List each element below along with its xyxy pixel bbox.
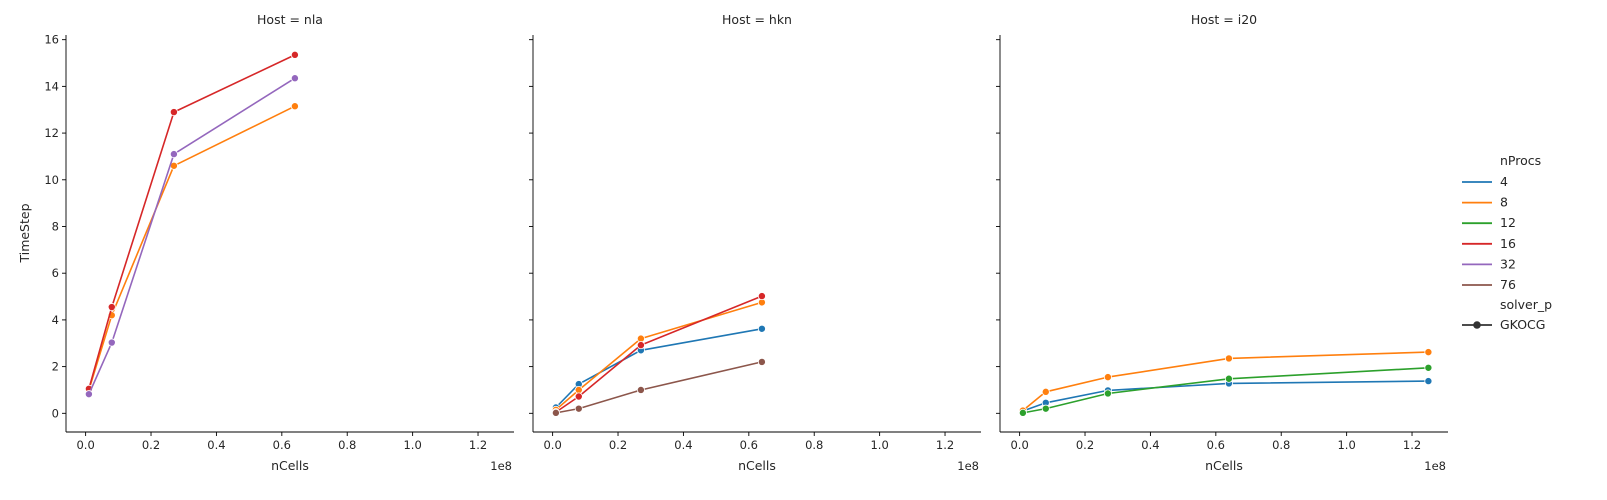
data-point-12 [1424, 363, 1433, 372]
x-tick-label: 1.0 [870, 438, 888, 452]
x-tick-label: 1.0 [1337, 438, 1355, 452]
legend: nProcs 4 8 12 16 32 76 solver_p GKOCG [1462, 153, 1552, 332]
legend-entry-label: 8 [1500, 195, 1508, 210]
x-tick-label: 0.4 [207, 438, 225, 452]
legend-entry-label: 16 [1500, 236, 1516, 251]
y-tick-label: 8 [52, 219, 59, 233]
x-tick-label: 0.8 [1272, 438, 1290, 452]
panel-1: Host = hkn 0.0 0.2 0.4 0.6 0.8 1.0 1.2 nCells 1e8 [529, 12, 981, 473]
x-tick-label: 1.2 [936, 438, 954, 452]
data-point-32 [107, 338, 116, 347]
legend-title-hue: nProcs [1500, 153, 1541, 168]
x-tick-label: 0.6 [273, 438, 291, 452]
data-point-8 [1224, 354, 1233, 363]
legend-title-style: solver_p [1500, 297, 1552, 312]
data-point-76 [757, 357, 766, 366]
series-line-8 [88, 105, 296, 391]
data-point-16 [636, 341, 645, 350]
series-line-16 [555, 295, 763, 413]
series-line-8 [555, 301, 763, 411]
y-tick-label: 12 [44, 126, 59, 140]
x-tick-label: 0.6 [1207, 438, 1225, 452]
x-offset-label: 1e8 [1424, 459, 1446, 473]
legend-entry-label: 32 [1500, 256, 1516, 271]
y-tick-label: 14 [44, 79, 59, 93]
x-offset-label: 1e8 [957, 459, 979, 473]
legend-style-marker [1473, 321, 1481, 329]
x-axis-label: nCells [738, 458, 776, 473]
data-point-32 [84, 390, 93, 399]
data-point-16 [574, 392, 583, 401]
x-tick-label: 0.0 [1010, 438, 1028, 452]
panel-0: Host = nla 0.0 0.2 0.4 0.6 0.8 1.0 1.2 0 2 4 6 8 10 12… [44, 12, 514, 473]
x-tick-label: 0.8 [805, 438, 823, 452]
series-line-32 [88, 77, 296, 395]
legend-style-label: GKOCG [1500, 317, 1545, 332]
data-point-16 [290, 50, 299, 59]
y-tick-label: 16 [44, 33, 59, 47]
legend-entry-label: 4 [1500, 174, 1508, 189]
x-tick-label: 0.6 [740, 438, 758, 452]
data-point-32 [169, 150, 178, 159]
data-point-32 [290, 74, 299, 83]
data-point-8 [1103, 373, 1112, 382]
series-line-16 [88, 54, 296, 390]
x-tick-label: 1.2 [469, 438, 487, 452]
x-axis-label: nCells [271, 458, 309, 473]
x-tick-label: 1.0 [403, 438, 421, 452]
x-tick-label: 0.4 [674, 438, 692, 452]
panel-title: Host = hkn [722, 12, 792, 27]
data-point-4 [757, 324, 766, 333]
y-tick-label: 2 [52, 360, 59, 374]
x-axis-label: nCells [1205, 458, 1243, 473]
y-tick-label: 10 [44, 173, 59, 187]
panel-title: Host = i20 [1191, 12, 1257, 27]
data-point-16 [169, 108, 178, 117]
x-tick-label: 0.2 [142, 438, 160, 452]
data-point-8 [290, 102, 299, 111]
series-line-76 [555, 361, 763, 414]
legend-entry-label: 76 [1500, 277, 1516, 292]
x-tick-label: 0.4 [1141, 438, 1159, 452]
data-point-8 [1424, 348, 1433, 357]
x-tick-label: 0.2 [609, 438, 627, 452]
data-point-12 [1041, 404, 1050, 413]
data-point-16 [757, 292, 766, 301]
y-tick-label: 4 [52, 313, 59, 327]
data-point-8 [1041, 387, 1050, 396]
data-point-4 [1424, 377, 1433, 386]
x-offset-label: 1e8 [490, 459, 512, 473]
y-tick-label: 0 [52, 406, 59, 420]
data-point-12 [1103, 389, 1112, 398]
panel-2: Host = i20 0.0 0.2 0.4 0.6 0.8 1.0 1.2 nCells 1e8 [996, 12, 1448, 473]
legend-entry-label: 12 [1500, 215, 1516, 230]
x-tick-label: 0.2 [1076, 438, 1094, 452]
data-point-16 [107, 303, 116, 312]
x-tick-label: 0.8 [338, 438, 356, 452]
series-line-4 [555, 328, 763, 409]
data-point-76 [636, 385, 645, 394]
data-point-12 [1224, 374, 1233, 383]
shared-y-axis-label: TimeStep [17, 203, 32, 263]
x-tick-label: 0.0 [76, 438, 94, 452]
data-point-12 [1018, 408, 1027, 417]
data-point-76 [574, 404, 583, 413]
data-point-76 [551, 408, 560, 417]
data-point-8 [636, 334, 645, 343]
x-tick-label: 1.2 [1403, 438, 1421, 452]
chart-panels: Host = nla 0.0 0.2 0.4 0.6 0.8 1.0 1.2 0 2 4 6 8 10 12… [44, 12, 1448, 473]
data-point-8 [574, 385, 583, 394]
x-tick-label: 0.0 [543, 438, 561, 452]
series-line-12 [1022, 367, 1429, 414]
y-tick-label: 6 [52, 266, 59, 280]
panel-title: Host = nla [257, 12, 323, 27]
